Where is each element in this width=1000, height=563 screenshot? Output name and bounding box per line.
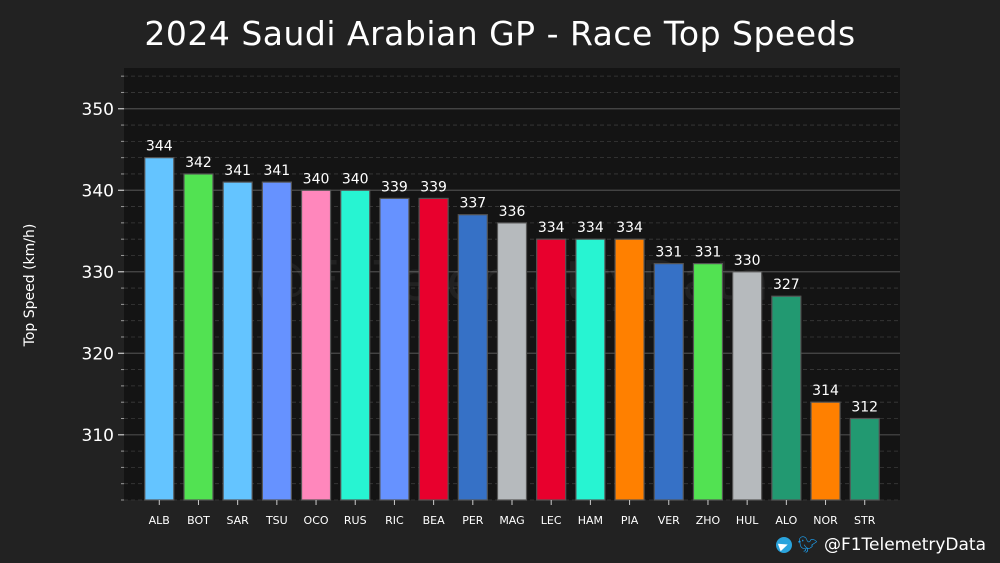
- bar-ver[interactable]: [653, 263, 684, 501]
- bar-zho[interactable]: [692, 263, 724, 501]
- bar-alb[interactable]: [144, 157, 175, 501]
- x-tick-label-lec: LEC: [541, 514, 562, 527]
- value-label-zho: 331: [695, 245, 722, 261]
- y-tick-label: 320: [82, 344, 114, 364]
- value-label-hul: 330: [734, 253, 761, 269]
- y-tick-label: 330: [82, 263, 114, 283]
- x-tick-label-alo: ALO: [775, 514, 797, 527]
- chart-title: 2024 Saudi Arabian GP - Race Top Speeds: [144, 14, 856, 53]
- value-label-rus: 340: [342, 171, 369, 187]
- bar-ham[interactable]: [575, 238, 606, 501]
- x-tick-label-ric: RIC: [385, 514, 404, 527]
- bar-bea[interactable]: [418, 197, 449, 501]
- bar-ric[interactable]: [379, 197, 410, 501]
- value-label-alb: 344: [146, 139, 173, 155]
- x-tick-label-mag: MAG: [499, 514, 524, 527]
- x-tick-label-bea: BEA: [423, 514, 445, 527]
- y-tick-label: 340: [82, 181, 114, 201]
- axes: 310 320 330 340 350 ALB BOT SAR TSU OCO RUS RIC BEA P…: [82, 75, 876, 527]
- x-tick-label-nor: NOR: [813, 514, 838, 527]
- footer-handle[interactable]: @F1TelemetryData: [823, 535, 986, 555]
- value-label-per: 337: [459, 196, 486, 212]
- value-label-lec: 334: [538, 220, 565, 236]
- x-tick-label-oco: OCO: [304, 514, 329, 527]
- x-tick-label-ham: HAM: [578, 514, 603, 527]
- bar-oco[interactable]: [300, 189, 332, 501]
- bar-per[interactable]: [457, 214, 488, 501]
- value-label-sar: 341: [224, 163, 251, 179]
- value-label-bea: 339: [420, 179, 447, 195]
- value-label-str: 312: [851, 399, 878, 415]
- bar-str[interactable]: [849, 417, 880, 501]
- x-tick-label-str: STR: [854, 514, 876, 527]
- value-label-bot: 342: [185, 155, 212, 171]
- bar-tsu[interactable]: [261, 181, 292, 501]
- bars: 344 342 341 341 340 340 339 339 337 336 334 334 334 3…: [144, 139, 880, 501]
- x-tick-label-bot: BOT: [187, 514, 210, 527]
- x-tick-label-hul: HUL: [736, 514, 759, 527]
- y-tick-label: 350: [82, 100, 114, 120]
- x-tick-label-rus: RUS: [344, 514, 367, 527]
- value-label-tsu: 341: [263, 163, 290, 179]
- value-label-mag: 336: [499, 204, 526, 220]
- bar-nor[interactable]: [810, 401, 841, 501]
- value-label-ver: 331: [655, 245, 682, 261]
- x-tick-label-per: PER: [462, 514, 484, 527]
- x-tick-label-alb: ALB: [149, 514, 170, 527]
- footer-credit: 🐦︎ @F1TelemetryData: [775, 535, 986, 555]
- x-tick-label-sar: SAR: [226, 514, 249, 527]
- bar-alo[interactable]: [771, 295, 802, 501]
- value-label-oco: 340: [303, 171, 330, 187]
- x-tick-label-zho: ZHO: [696, 514, 721, 527]
- x-tick-label-pia: PIA: [621, 514, 639, 527]
- telegram-icon[interactable]: [775, 537, 792, 553]
- bar-mag[interactable]: [496, 222, 528, 501]
- value-label-ham: 334: [577, 220, 604, 236]
- value-label-pia: 334: [616, 220, 643, 236]
- value-label-nor: 314: [812, 383, 839, 399]
- x-tick-label-ver: VER: [658, 514, 680, 527]
- x-tick-label-tsu: TSU: [265, 514, 288, 527]
- twitter-icon[interactable]: 🐦︎: [797, 535, 818, 554]
- bar-rus[interactable]: [340, 189, 371, 501]
- value-label-alo: 327: [773, 277, 800, 293]
- bar-bot[interactable]: [183, 173, 214, 501]
- bar-sar[interactable]: [222, 181, 253, 501]
- y-tick-label: 310: [82, 426, 114, 446]
- value-label-ric: 339: [381, 179, 408, 195]
- bar-hul[interactable]: [732, 271, 763, 501]
- bar-pia[interactable]: [614, 238, 645, 501]
- bar-lec[interactable]: [536, 238, 567, 501]
